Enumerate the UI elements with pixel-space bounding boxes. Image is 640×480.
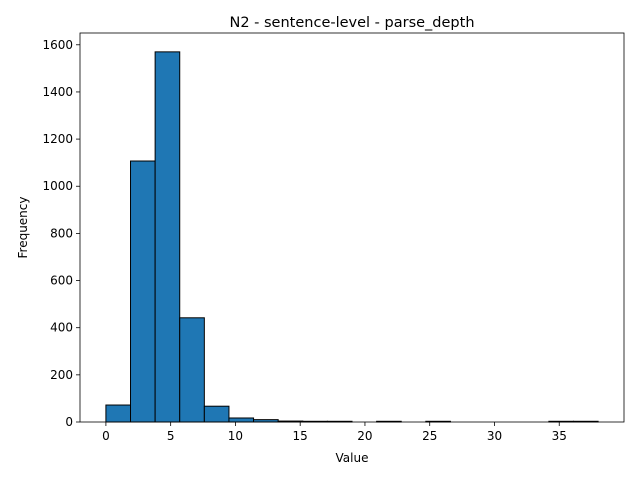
histogram-bar <box>228 417 255 423</box>
histogram-bar <box>154 51 181 423</box>
histogram-bar <box>203 405 230 423</box>
histogram-bar <box>179 317 205 423</box>
y-axis-label: Frequency <box>16 197 30 259</box>
y-axis-ticks: 0 200 400 600 800 1000 1200 1400 1600 <box>42 38 80 429</box>
chart-title: N2 - sentence-level - parse_depth <box>229 15 474 31</box>
x-tick-label: 35 <box>552 429 567 443</box>
y-tick-label: 1200 <box>42 132 73 146</box>
bars-group <box>105 51 599 423</box>
x-tick-label: 10 <box>228 429 243 443</box>
y-tick-label: 800 <box>50 226 73 240</box>
y-tick-label: 200 <box>50 368 73 382</box>
x-tick-label: 30 <box>487 429 502 443</box>
y-tick-label: 1600 <box>42 38 73 52</box>
plot-frame <box>79 32 625 423</box>
histogram-bar <box>130 160 156 423</box>
y-tick-label: 1400 <box>42 85 73 99</box>
y-tick-label: 400 <box>50 321 73 335</box>
y-tick-label: 1000 <box>42 179 73 193</box>
y-tick-label: 0 <box>65 415 73 429</box>
y-tick-label: 600 <box>50 274 73 288</box>
histogram-bar <box>105 404 132 423</box>
x-axis-ticks: 0 5 10 15 20 25 30 35 <box>102 422 567 443</box>
x-tick-label: 15 <box>293 429 308 443</box>
x-tick-label: 0 <box>102 429 110 443</box>
x-tick-label: 5 <box>167 429 175 443</box>
x-tick-label: 20 <box>357 429 372 443</box>
x-tick-label: 25 <box>422 429 437 443</box>
x-axis-label: Value <box>336 451 369 465</box>
